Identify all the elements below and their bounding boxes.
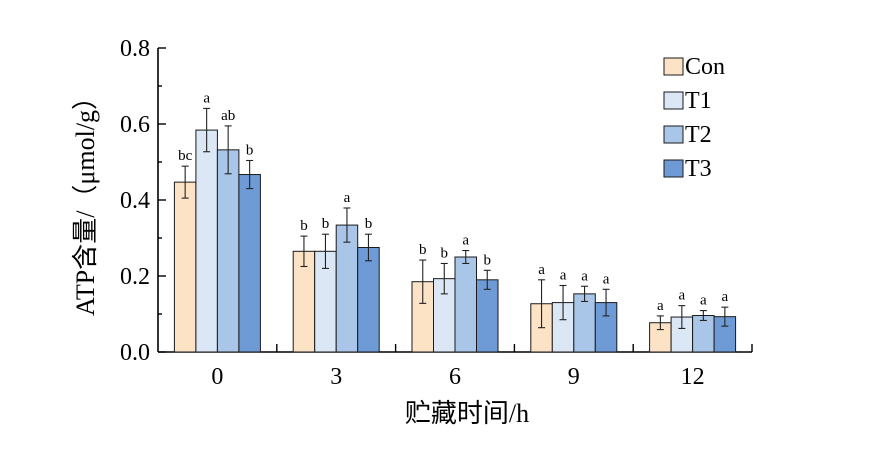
legend-label-t2: T2 [685, 122, 712, 148]
bar-t2-3 [335, 224, 359, 353]
error-bars-layer [181, 107, 729, 331]
x-tick-label: 9 [568, 364, 580, 390]
significance-letter: a [560, 268, 567, 284]
legend-swatch-t2 [663, 125, 684, 144]
bar-t1-0 [195, 129, 218, 353]
legend-label-con: Con [685, 54, 725, 80]
significance-letter: b [365, 216, 373, 232]
significance-letter: bc [178, 148, 193, 164]
bars-layer [173, 129, 737, 353]
legend-label-t3: T3 [685, 156, 712, 182]
bar-t3-0 [238, 174, 261, 353]
y-tick-label: 0.0 [120, 340, 150, 366]
x-tick-label: 6 [449, 364, 461, 390]
bar-t2-0 [216, 149, 240, 353]
y-axis: 0.0 0.2 0.4 0.6 0.8 [120, 36, 166, 366]
significance-letter: b [419, 242, 427, 258]
significance-letter: b [441, 245, 449, 261]
y-tick-label: 0.6 [120, 112, 150, 138]
legend-swatch-t3 [663, 159, 684, 178]
significance-letter: b [322, 216, 330, 232]
y-tick-label: 0.8 [120, 36, 150, 62]
significance-letter: b [246, 142, 254, 158]
legend-swatch-con [663, 57, 684, 76]
significance-letter: a [657, 298, 664, 314]
x-tick-label: 0 [211, 364, 223, 390]
x-axis-title: 贮藏时间/h [405, 399, 529, 428]
significance-letter: a [722, 289, 729, 305]
y-tick-label: 0.4 [120, 188, 150, 214]
legend: Con T1 T2 T3 [663, 54, 725, 182]
x-tick-label: 12 [681, 364, 705, 390]
significance-letter: a [700, 293, 707, 309]
significance-letter: a [462, 233, 469, 249]
y-tick-label: 0.2 [120, 264, 150, 290]
significance-letter: ab [221, 108, 235, 124]
significance-letter: a [344, 190, 351, 206]
y-axis-title: ATP含量/（μmol/g） [71, 84, 100, 316]
x-tick-label: 3 [330, 364, 342, 390]
significance-letter: a [538, 262, 545, 278]
legend-label-t1: T1 [685, 88, 712, 114]
significance-letter: a [203, 90, 210, 106]
significance-letter: a [603, 271, 610, 287]
significance-letter: b [484, 252, 492, 268]
legend-swatch-t1 [663, 91, 684, 110]
bar-t2-9 [573, 293, 596, 353]
bar-t3-3 [357, 247, 380, 353]
significance-letter: a [581, 268, 588, 284]
bar-con-0 [173, 181, 197, 353]
bar-t2-6 [454, 256, 477, 353]
significance-letter: a [679, 288, 686, 304]
bar-t3-6 [476, 279, 499, 353]
significance-letter: b [300, 218, 308, 234]
